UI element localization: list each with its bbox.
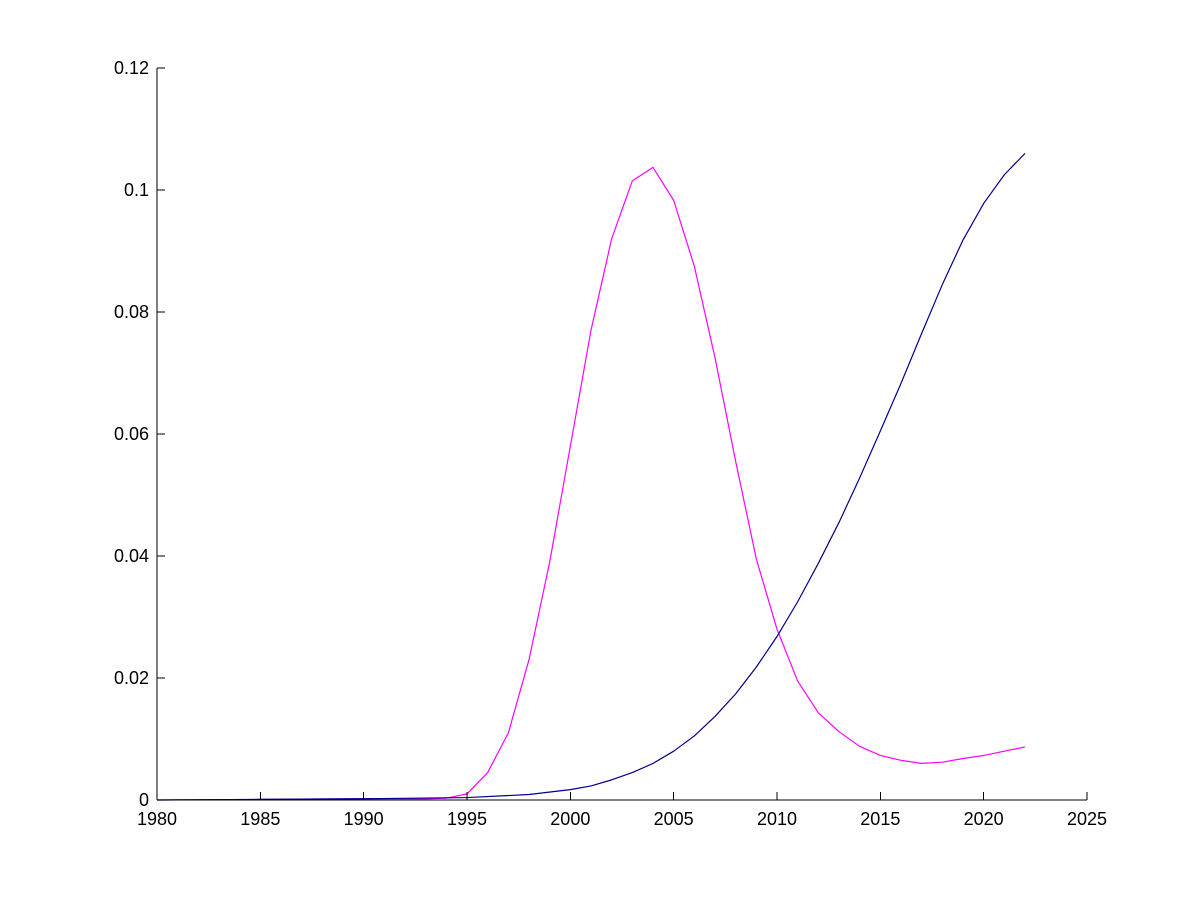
y-tick-label: 0.04: [114, 546, 149, 566]
x-tick-label: 2000: [550, 809, 590, 829]
y-tick-label: 0.12: [114, 58, 149, 78]
series-line-1: [156, 166, 1026, 801]
x-tick-label: 2005: [654, 809, 694, 829]
x-tick-label: 2010: [757, 809, 797, 829]
x-tick-label: 2020: [964, 809, 1004, 829]
y-tick-label: 0.08: [114, 302, 149, 322]
series-line-2: [156, 152, 1026, 801]
axes-layer: 1980 1985 1990 1995 2000 2005 2010 2015 2020 2025…: [114, 58, 1107, 829]
y-tick-label: 0.1: [124, 180, 149, 200]
y-tick-label: 0.02: [114, 668, 149, 688]
y-tick-label: 0.06: [114, 424, 149, 444]
x-tick-label: 1995: [447, 809, 487, 829]
x-tick-label: 2015: [860, 809, 900, 829]
x-tick-label: 1980: [137, 809, 177, 829]
series-layer: [156, 152, 1026, 801]
y-tick-label: 0: [139, 790, 149, 810]
x-tick-label: 1990: [344, 809, 384, 829]
x-tick-label: 1985: [240, 809, 280, 829]
x-tick-label: 2025: [1067, 809, 1107, 829]
